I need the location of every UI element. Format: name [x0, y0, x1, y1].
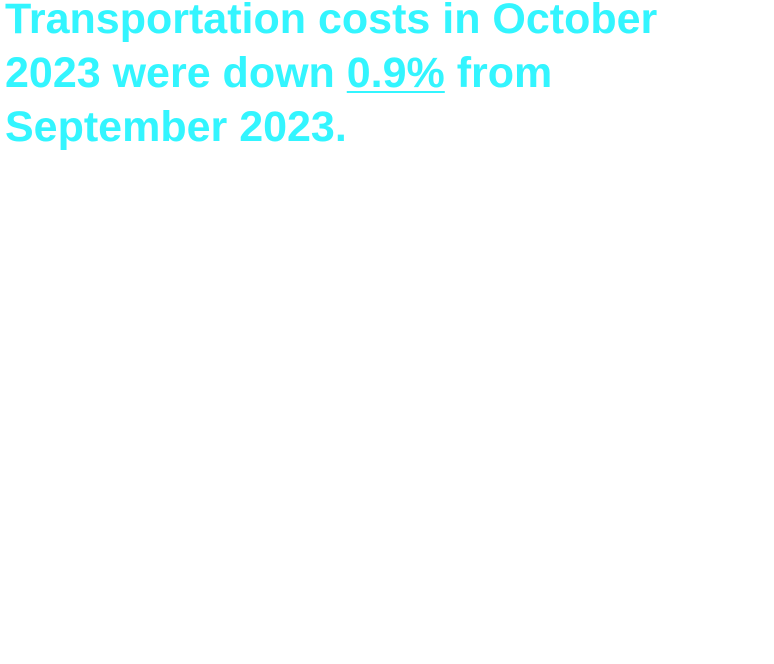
- headline-text: Transportation costs in October 2023 wer…: [5, 0, 658, 97]
- headline-text: from September 2023.: [5, 49, 553, 151]
- headline-link[interactable]: 0.9%: [346, 49, 445, 97]
- headline: Transportation costs in October 2023 wer…: [0, 0, 735, 154]
